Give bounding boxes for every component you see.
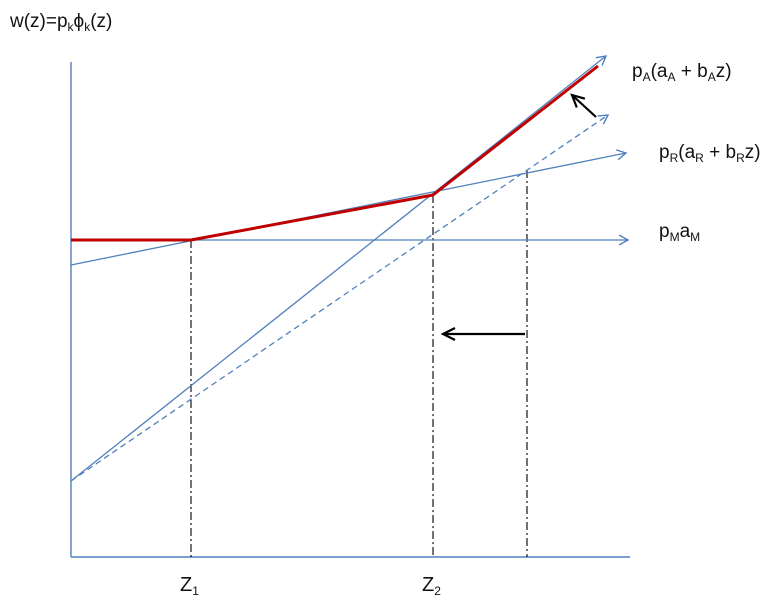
z2-main: Z [422, 574, 435, 596]
pM-sub1: M [669, 230, 680, 244]
line-pA-dashed [70, 114, 610, 482]
y-label-w: w(z)=p [10, 11, 68, 32]
pR-sub1: R [669, 151, 679, 165]
pA-p: p [632, 61, 643, 82]
y-label-z: (z) [90, 11, 113, 32]
pA-sub2: A [667, 70, 676, 84]
pR-open: (a [678, 142, 696, 163]
label-pR: pR(aR + bRz) [659, 142, 761, 165]
z1-sub: 1 [192, 584, 199, 598]
pR-sub3: R [736, 151, 745, 165]
y-label-phi: ϕ [73, 11, 85, 32]
line-pR [70, 149, 628, 266]
pM-sub2: M [690, 230, 701, 244]
label-pA: pA(aA + bAz) [632, 61, 732, 84]
pA-plus: + b [675, 61, 708, 82]
line-pA [70, 55, 608, 482]
pA-open: (a [650, 61, 668, 82]
pM-p: p [659, 221, 670, 242]
y-label-sub-k2: k [84, 20, 91, 34]
shift-arrow-diagonal [570, 93, 597, 118]
z1-main: Z [180, 574, 193, 596]
label-pM: pMaM [659, 221, 701, 244]
envelope-line [71, 64, 599, 242]
tick-z2: Z2 [422, 574, 441, 598]
pA-sub3: A [707, 70, 716, 84]
pA-close: z) [715, 61, 732, 82]
pA-sub1: A [642, 70, 651, 84]
pR-plus: + b [703, 142, 737, 163]
pR-sub2: R [695, 151, 704, 165]
z2-sub: 2 [434, 584, 441, 598]
pM-a: a [679, 221, 691, 242]
tick-z1: Z1 [180, 574, 199, 598]
y-axis-label: w(z)=pkϕk(z) [10, 11, 113, 34]
pR-close: z) [744, 142, 761, 163]
pR-p: p [659, 142, 670, 163]
y-label-sub-k1: k [67, 20, 74, 34]
